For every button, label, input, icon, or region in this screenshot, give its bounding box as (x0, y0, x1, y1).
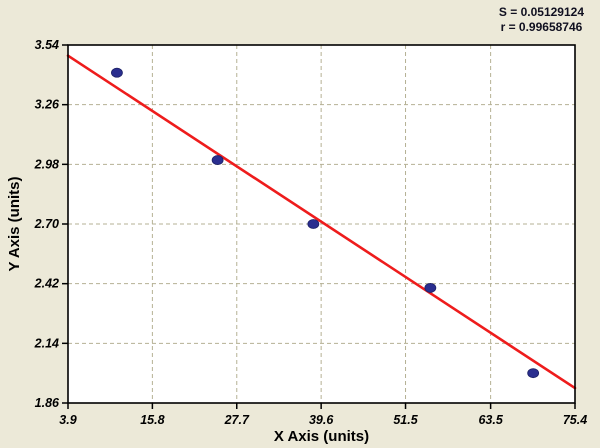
data-point (527, 368, 540, 379)
y-tick-label: 2.42 (34, 277, 59, 291)
x-tick-label: 39.6 (309, 413, 334, 427)
x-tick-label: 15.8 (140, 413, 164, 427)
y-tick-label: 2.98 (34, 157, 59, 171)
y-tick-label: 3.26 (35, 98, 60, 112)
x-tick-label: 27.7 (224, 413, 250, 427)
stat-r-value: r = 0.99658746 (500, 20, 583, 34)
data-point (307, 219, 320, 229)
data-point (424, 283, 437, 293)
y-tick-label: 2.14 (34, 336, 59, 350)
y-tick-label: 2.70 (34, 217, 59, 231)
regression-line (66, 54, 577, 390)
x-tick-label: 63.5 (478, 413, 503, 427)
x-tick-label: 75.4 (563, 413, 587, 427)
fit-statistics: S = 0.05129124 r = 0.99658746 (499, 5, 584, 35)
y-axis-title: Y Axis (units) (6, 176, 23, 271)
data-point (211, 155, 224, 165)
data-point (111, 67, 123, 78)
x-axis-title: X Axis (units) (274, 428, 369, 445)
x-tick-label: 51.5 (393, 413, 418, 427)
y-tick-label: 3.54 (35, 38, 59, 52)
stat-s-value: S = 0.05129124 (498, 5, 584, 19)
x-tick-label: 3.9 (59, 413, 76, 427)
y-tick-label: 1.86 (35, 396, 60, 410)
